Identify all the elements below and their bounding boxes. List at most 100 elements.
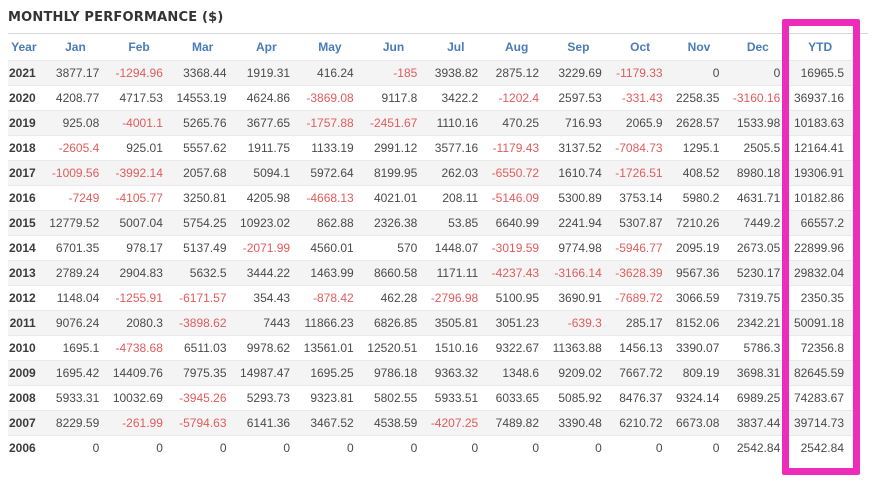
value-cell-dec: 2542.84 [731,435,793,460]
column-header-ytd[interactable]: YTD [808,40,833,54]
year-cell: 2012 [8,285,48,311]
value-cell-may: 0 [302,435,366,460]
value-cell-nov: 9324.14 [674,385,732,411]
year-cell: 2006 [8,435,48,460]
value-cell-feb: 978.17 [111,235,175,261]
table-row-2011: 2011 9076.24 2080.3 -3898.62 7443 11866.23 682… [8,310,856,336]
value-cell-jul: 3577.16 [429,135,491,161]
column-header-may[interactable]: May [318,40,342,54]
value-cell-jul: 53.85 [429,210,491,236]
value-cell-dec: 2505.5 [731,135,793,161]
table-row-2013: 2013 2789.24 2904.83 5632.5 3444.22 1463.99 86… [8,260,856,286]
value-cell-ytd: 2350.35 [792,285,856,311]
column-header-feb[interactable]: Feb [128,40,150,54]
value-cell-oct: 5307.87 [613,210,675,236]
column-header-nov[interactable]: Nov [687,40,711,54]
column-header-aug[interactable]: Aug [504,40,529,54]
value-cell-jan: 2789.24 [47,260,112,286]
value-cell-oct: -7689.72 [613,285,675,311]
column-header-sep[interactable]: Sep [567,40,590,54]
value-cell-aug: -3019.59 [490,235,552,261]
value-cell-jul: 262.03 [429,160,491,186]
value-cell-dec: 3698.31 [731,360,793,386]
value-cell-feb: 4717.53 [111,85,175,111]
value-cell-mar: 3368.44 [174,60,239,86]
value-cell-aug: -4237.43 [490,260,552,286]
column-header-oct[interactable]: Oct [630,40,651,54]
value-cell-apr: 354.43 [238,285,303,311]
value-cell-aug: 470.25 [490,110,552,136]
value-cell-nov: 0 [674,435,732,460]
value-cell-jul: 9363.32 [429,360,491,386]
value-cell-aug: 6033.65 [490,385,552,411]
value-cell-sep: 9774.98 [551,235,614,261]
value-cell-nov: 2258.35 [674,85,732,111]
value-cell-may: -878.42 [302,285,366,311]
column-header-apr[interactable]: Apr [255,40,277,54]
column-header-year[interactable]: Year [11,40,37,54]
value-cell-apr: 6141.36 [238,410,303,436]
value-cell-sep: 3690.91 [551,285,614,311]
column-header-jun[interactable]: Jun [382,40,405,54]
value-cell-sep: 9209.02 [551,360,614,386]
value-cell-jun: 0 [365,435,430,460]
value-cell-oct: -1726.51 [613,160,675,186]
value-cell-apr: 5293.73 [238,385,303,411]
value-cell-may: 5972.64 [302,160,366,186]
value-cell-jun: -185 [365,60,430,86]
value-cell-dec: 0 [731,60,793,86]
value-cell-may: 11866.23 [302,310,366,336]
value-cell-apr: 1911.75 [238,135,303,161]
year-cell: 2014 [8,235,48,261]
year-cell: 2013 [8,260,48,286]
value-cell-ytd: 19306.91 [792,160,856,186]
value-cell-dec: 4631.71 [731,185,793,211]
year-cell: 2011 [8,310,48,336]
year-cell: 2018 [8,135,48,161]
value-cell-ytd: 12164.41 [792,135,856,161]
table-row-2018: 2018 -2605.4 925.01 5557.62 1911.75 1133.19 29… [8,135,856,161]
year-cell: 2017 [8,160,48,186]
value-cell-sep: -3166.14 [551,260,614,286]
value-cell-aug: 3051.23 [490,310,552,336]
table-row-2021: 2021 3877.17 -1294.96 3368.44 1919.31 416.24-… [8,60,856,86]
value-cell-nov: 408.52 [674,160,732,186]
value-cell-apr: 4624.86 [238,85,303,111]
value-cell-apr: 7443 [238,310,303,336]
value-cell-oct: 8476.37 [613,385,675,411]
column-header-dec[interactable]: Dec [746,40,769,54]
value-cell-jul: -4207.25 [429,410,491,436]
value-cell-aug: -6550.72 [490,160,552,186]
value-cell-oct: 2065.9 [613,110,675,136]
value-cell-jul: 1510.16 [429,335,491,361]
column-header-jan[interactable]: Jan [65,40,86,54]
value-cell-feb: 14409.76 [111,360,175,386]
value-cell-may: 862.88 [302,210,366,236]
value-cell-dec: 6989.25 [731,385,793,411]
value-cell-may: -4668.13 [302,185,366,211]
value-cell-sep: 2241.94 [551,210,614,236]
value-cell-mar: 5632.5 [174,260,239,286]
value-cell-may: 4560.01 [302,235,366,261]
value-cell-jun: 2991.12 [365,135,430,161]
table-row-2016: 2016 -7249 -4105.77 3250.81 4205.98 -4668.13 4… [8,185,856,211]
year-cell: 2020 [8,85,48,111]
value-cell-oct: -5946.77 [613,235,675,261]
value-cell-aug: -1202.4 [490,85,552,111]
column-header-mar[interactable]: Mar [192,40,214,54]
value-cell-apr: 3444.22 [238,260,303,286]
value-cell-jul: 1448.07 [429,235,491,261]
value-cell-sep: 5300.89 [551,185,614,211]
value-cell-jun: 9786.18 [365,360,430,386]
value-cell-oct: 7667.72 [613,360,675,386]
table-row-2017: 2017 -1009.56 -3992.14 2057.68 5094.1 5972.64… [8,160,856,186]
value-cell-nov: 5980.2 [674,185,732,211]
value-cell-dec: 5230.17 [731,260,793,286]
value-cell-mar: 5265.76 [174,110,239,136]
value-cell-sep: 11363.88 [551,335,614,361]
value-cell-nov: 3066.59 [674,285,732,311]
year-cell: 2007 [8,410,48,436]
column-header-jul[interactable]: Jul [447,40,465,54]
value-cell-sep: 1610.74 [551,160,614,186]
value-cell-feb: -4738.68 [111,335,175,361]
